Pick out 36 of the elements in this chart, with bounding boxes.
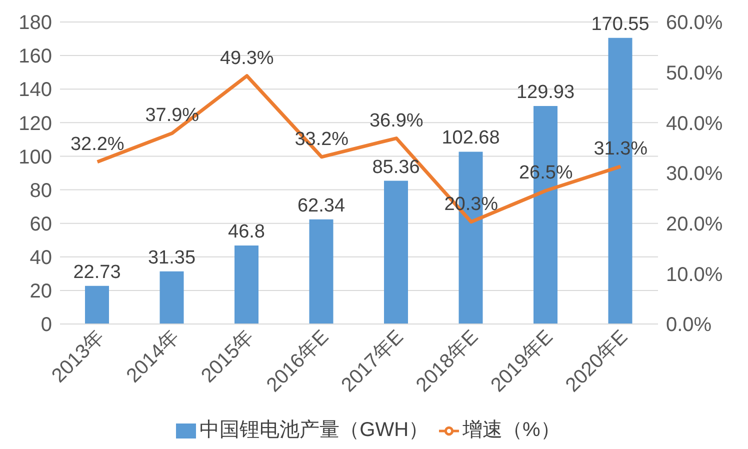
legend-label: 中国锂电池产量（GWH） — [200, 419, 429, 441]
y-tick-label: 100 — [18, 146, 52, 168]
y-tick-label: 120 — [18, 112, 52, 135]
y-tick-label: 180 — [18, 12, 52, 34]
y2-tick-label: 50.0% — [666, 62, 723, 84]
data-label: 85.36 — [372, 156, 420, 178]
data-label: 36.9% — [369, 110, 424, 132]
y2-tick-label: 30.0% — [666, 163, 723, 186]
data-label: 22.73 — [73, 262, 121, 283]
y2-tick-label: 60.0% — [666, 12, 723, 34]
data-label: 20.3% — [444, 194, 498, 215]
data-label: 102.68 — [442, 128, 500, 149]
y-tick-label: 0 — [40, 314, 52, 336]
legend-label: 增速（%） — [462, 419, 560, 441]
y-tick-label: 160 — [18, 46, 52, 68]
y2-tick-label: 0.0% — [666, 314, 712, 336]
bar — [85, 286, 109, 324]
y-tick-label: 140 — [18, 79, 52, 102]
bar — [309, 219, 334, 324]
data-label: 49.3% — [220, 48, 274, 69]
y2-tick-label: 20.0% — [666, 213, 723, 236]
data-label: 32.2% — [70, 134, 124, 155]
bar — [234, 245, 258, 324]
data-label: 62.34 — [297, 195, 346, 216]
y2-tick-label: 40.0% — [666, 112, 723, 135]
data-label: 170.55 — [591, 14, 650, 35]
y2-tick-label: 10.0% — [666, 264, 723, 286]
y-tick-label: 40 — [30, 246, 52, 269]
bar — [384, 180, 408, 324]
y-tick-label: 20 — [30, 280, 52, 303]
data-label: 129.93 — [516, 82, 575, 104]
data-label: 31.35 — [148, 247, 196, 268]
y-tick-label: 80 — [30, 180, 52, 202]
data-label: 46.8 — [228, 221, 265, 242]
bar — [160, 271, 184, 324]
y-tick-label: 60 — [30, 213, 52, 236]
